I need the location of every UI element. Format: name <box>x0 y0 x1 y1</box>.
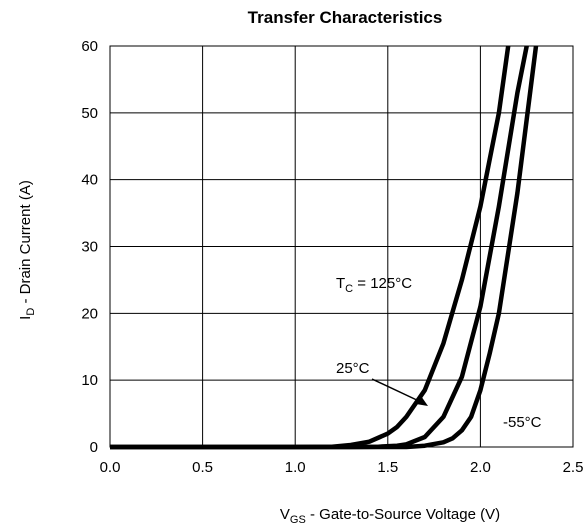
y-tick-label: 0 <box>90 439 98 456</box>
y-tick-labels: 0 10 20 30 40 50 60 <box>81 38 98 456</box>
x-tick-label: 1.0 <box>285 459 306 476</box>
y-tick-label: 40 <box>81 172 98 189</box>
annotation-tc-main: T <box>336 275 345 292</box>
x-tick-labels: 0.0 0.5 1.0 1.5 2.0 2.5 <box>100 459 584 476</box>
annotation-tc-125: TC = 125°C <box>336 275 412 295</box>
y-tick-label: 50 <box>81 105 98 122</box>
x-tick-label: 2.0 <box>470 459 491 476</box>
y-axis-label: ID - Drain Current (A) <box>17 180 37 320</box>
x-axis-label-rest: - Gate-to-Source Voltage (V) <box>306 506 500 523</box>
y-axis-label-rest: - Drain Current (A) <box>17 180 34 308</box>
y-tick-label: 20 <box>81 305 98 322</box>
annotation-tc-sub: C <box>345 283 353 295</box>
grid <box>110 46 573 447</box>
annotation-25c-arrow-line <box>372 379 421 402</box>
y-tick-label: 60 <box>81 38 98 55</box>
y-tick-label: 30 <box>81 239 98 256</box>
y-axis-label-sub: D <box>25 308 37 316</box>
chart-title: Transfer Characteristics <box>248 8 443 27</box>
x-axis-label-sub: GS <box>290 514 306 526</box>
annotation-25c: 25°C <box>336 360 370 377</box>
x-tick-label: 1.5 <box>377 459 398 476</box>
y-tick-label: 10 <box>81 372 98 389</box>
x-tick-label: 0.5 <box>192 459 213 476</box>
x-tick-label: 2.5 <box>563 459 584 476</box>
x-axis-label-main: V <box>280 506 290 523</box>
annotation-tc-rest: = 125°C <box>353 275 412 292</box>
annotation-minus55c: -55°C <box>503 414 542 431</box>
x-axis-label: VGS - Gate-to-Source Voltage (V) <box>280 506 500 526</box>
x-tick-label: 0.0 <box>100 459 121 476</box>
